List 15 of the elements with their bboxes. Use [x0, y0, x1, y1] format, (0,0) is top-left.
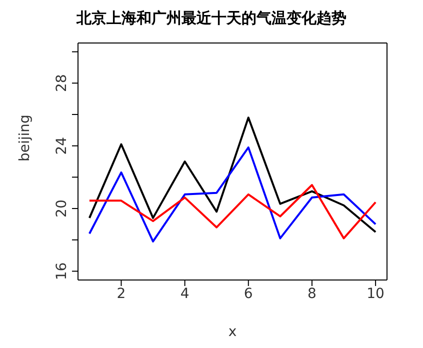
x-tick-label: 4: [180, 286, 190, 302]
line-series: [88, 184, 377, 240]
x-tick-label: 8: [308, 286, 316, 302]
y-tick-label: 24: [54, 136, 70, 155]
y-tick-label: 28: [54, 74, 70, 92]
line-series: [88, 116, 377, 234]
y-tick-label: 20: [54, 200, 70, 218]
x-tick-label: 2: [116, 286, 126, 302]
x-tick-label: 6: [244, 286, 253, 302]
line-series: [88, 146, 377, 242]
y-axis-title: beijing: [16, 114, 33, 162]
x-axis-title: x: [228, 324, 237, 340]
chart-title: 北京上海和广州最近十天的气温变化趋势: [75, 8, 348, 29]
y-tick-label: 16: [54, 262, 70, 280]
x-tick-label: 10: [366, 286, 384, 302]
